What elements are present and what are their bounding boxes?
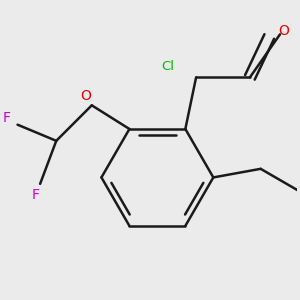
Text: F: F	[32, 188, 40, 202]
Text: O: O	[80, 88, 91, 103]
Text: Cl: Cl	[162, 60, 175, 73]
Text: F: F	[3, 111, 11, 125]
Text: O: O	[278, 24, 289, 38]
